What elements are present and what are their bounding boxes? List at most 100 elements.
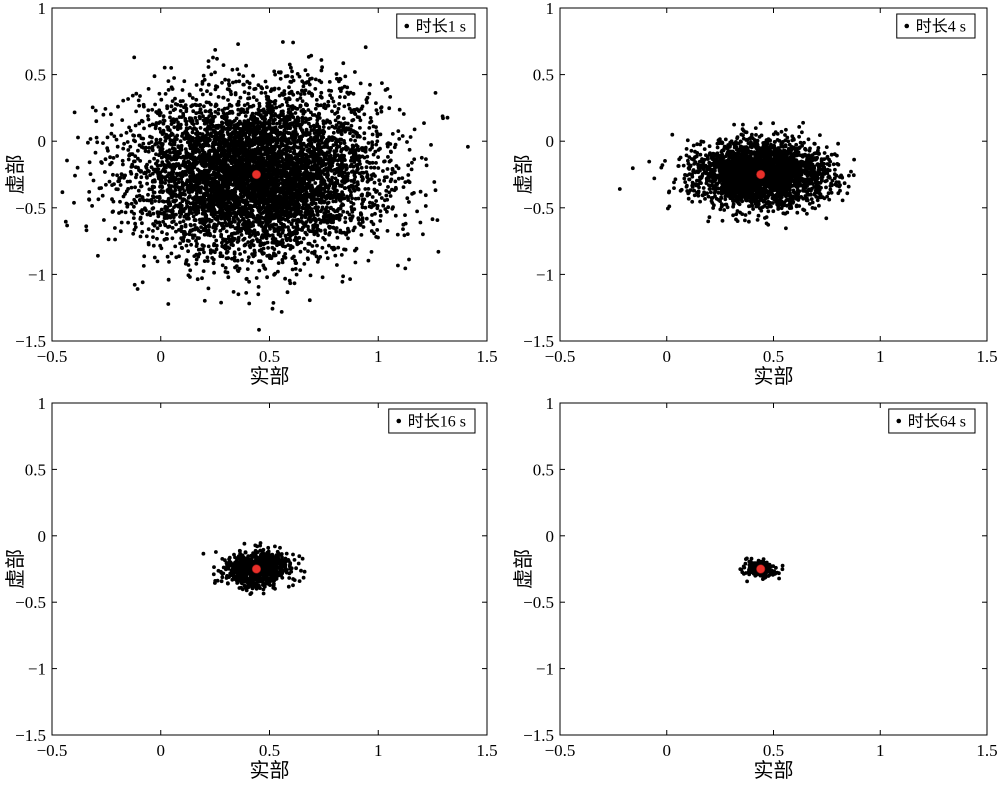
- data-point: [122, 141, 126, 146]
- data-point: [308, 273, 313, 278]
- data-point: [322, 187, 327, 192]
- data-point: [287, 228, 291, 232]
- data-point: [140, 229, 145, 234]
- data-point: [294, 225, 299, 230]
- data-point: [133, 221, 138, 226]
- data-point: [161, 121, 166, 126]
- data-point: [249, 209, 254, 213]
- data-point: [206, 286, 211, 291]
- data-point: [339, 253, 344, 257]
- data-point: [147, 210, 152, 215]
- data-point: [170, 220, 175, 225]
- data-point: [247, 243, 252, 248]
- data-point: [201, 247, 205, 252]
- data-point: [191, 109, 196, 114]
- data-point: [253, 198, 258, 203]
- data-point: [361, 225, 366, 229]
- data-point: [213, 250, 217, 255]
- data-point: [341, 116, 346, 121]
- data-point: [395, 232, 400, 237]
- data-point: [193, 116, 198, 120]
- data-point: [246, 255, 251, 260]
- data-point: [202, 259, 207, 263]
- data-point: [180, 134, 184, 138]
- data-point: [159, 207, 164, 212]
- data-point: [285, 198, 289, 202]
- data-point: [104, 182, 108, 187]
- data-point: [139, 175, 144, 180]
- data-point: [239, 233, 244, 237]
- data-point: [223, 270, 228, 274]
- data-point: [132, 211, 137, 216]
- data-point: [341, 177, 346, 182]
- data-point: [320, 275, 325, 280]
- data-point: [256, 292, 261, 297]
- data-point: [381, 169, 385, 173]
- data-point: [249, 127, 254, 132]
- data-point: [291, 225, 296, 230]
- data-point: [246, 91, 251, 96]
- data-point: [190, 130, 195, 135]
- data-point: [203, 109, 208, 114]
- data-point: [113, 237, 117, 242]
- data-point: [213, 114, 217, 119]
- data-point: [236, 42, 241, 46]
- data-point: [190, 233, 195, 238]
- data-point: [111, 156, 116, 160]
- data-point: [218, 251, 223, 256]
- data-point: [196, 254, 201, 259]
- data-point: [281, 117, 286, 122]
- data-point: [152, 223, 157, 228]
- data-point: [376, 155, 380, 160]
- data-point: [321, 125, 326, 129]
- data-point: [254, 117, 259, 122]
- data-point: [161, 114, 166, 119]
- data-point: [286, 160, 291, 164]
- data-point: [223, 237, 228, 242]
- data-point: [278, 70, 283, 74]
- data-point: [186, 186, 191, 191]
- data-point: [246, 96, 250, 101]
- data-point: [220, 263, 225, 268]
- data-point: [307, 298, 312, 303]
- data-point: [158, 223, 163, 228]
- data-point: [379, 106, 383, 110]
- data-point: [146, 242, 151, 247]
- data-point: [361, 170, 366, 175]
- data-point: [393, 213, 398, 218]
- data-point: [96, 253, 100, 258]
- data-point: [205, 259, 210, 263]
- data-point: [313, 181, 318, 185]
- data-point: [366, 258, 371, 263]
- data-point: [194, 191, 199, 196]
- data-point: [228, 167, 233, 172]
- data-point: [257, 259, 261, 263]
- data-point: [155, 259, 160, 264]
- data-point: [371, 124, 376, 129]
- data-point: [382, 178, 387, 183]
- data-point: [220, 226, 225, 231]
- data-point: [166, 302, 171, 306]
- data-point: [210, 173, 214, 177]
- data-point: [286, 225, 290, 230]
- data-point: [334, 137, 338, 142]
- data-point: [366, 141, 371, 145]
- data-point: [123, 210, 128, 215]
- data-point: [343, 95, 347, 100]
- data-point: [162, 163, 167, 167]
- data-point: [260, 205, 265, 210]
- data-point: [275, 243, 279, 248]
- data-point: [182, 234, 186, 239]
- data-point: [369, 165, 373, 170]
- data-point: [116, 187, 120, 192]
- data-point: [270, 306, 275, 311]
- data-point: [307, 132, 312, 137]
- data-point: [247, 85, 252, 90]
- data-point: [100, 193, 105, 198]
- data-point: [120, 118, 125, 122]
- data-point: [112, 182, 116, 187]
- data-point: [338, 230, 342, 235]
- data-point: [272, 251, 276, 256]
- data-point: [379, 196, 384, 200]
